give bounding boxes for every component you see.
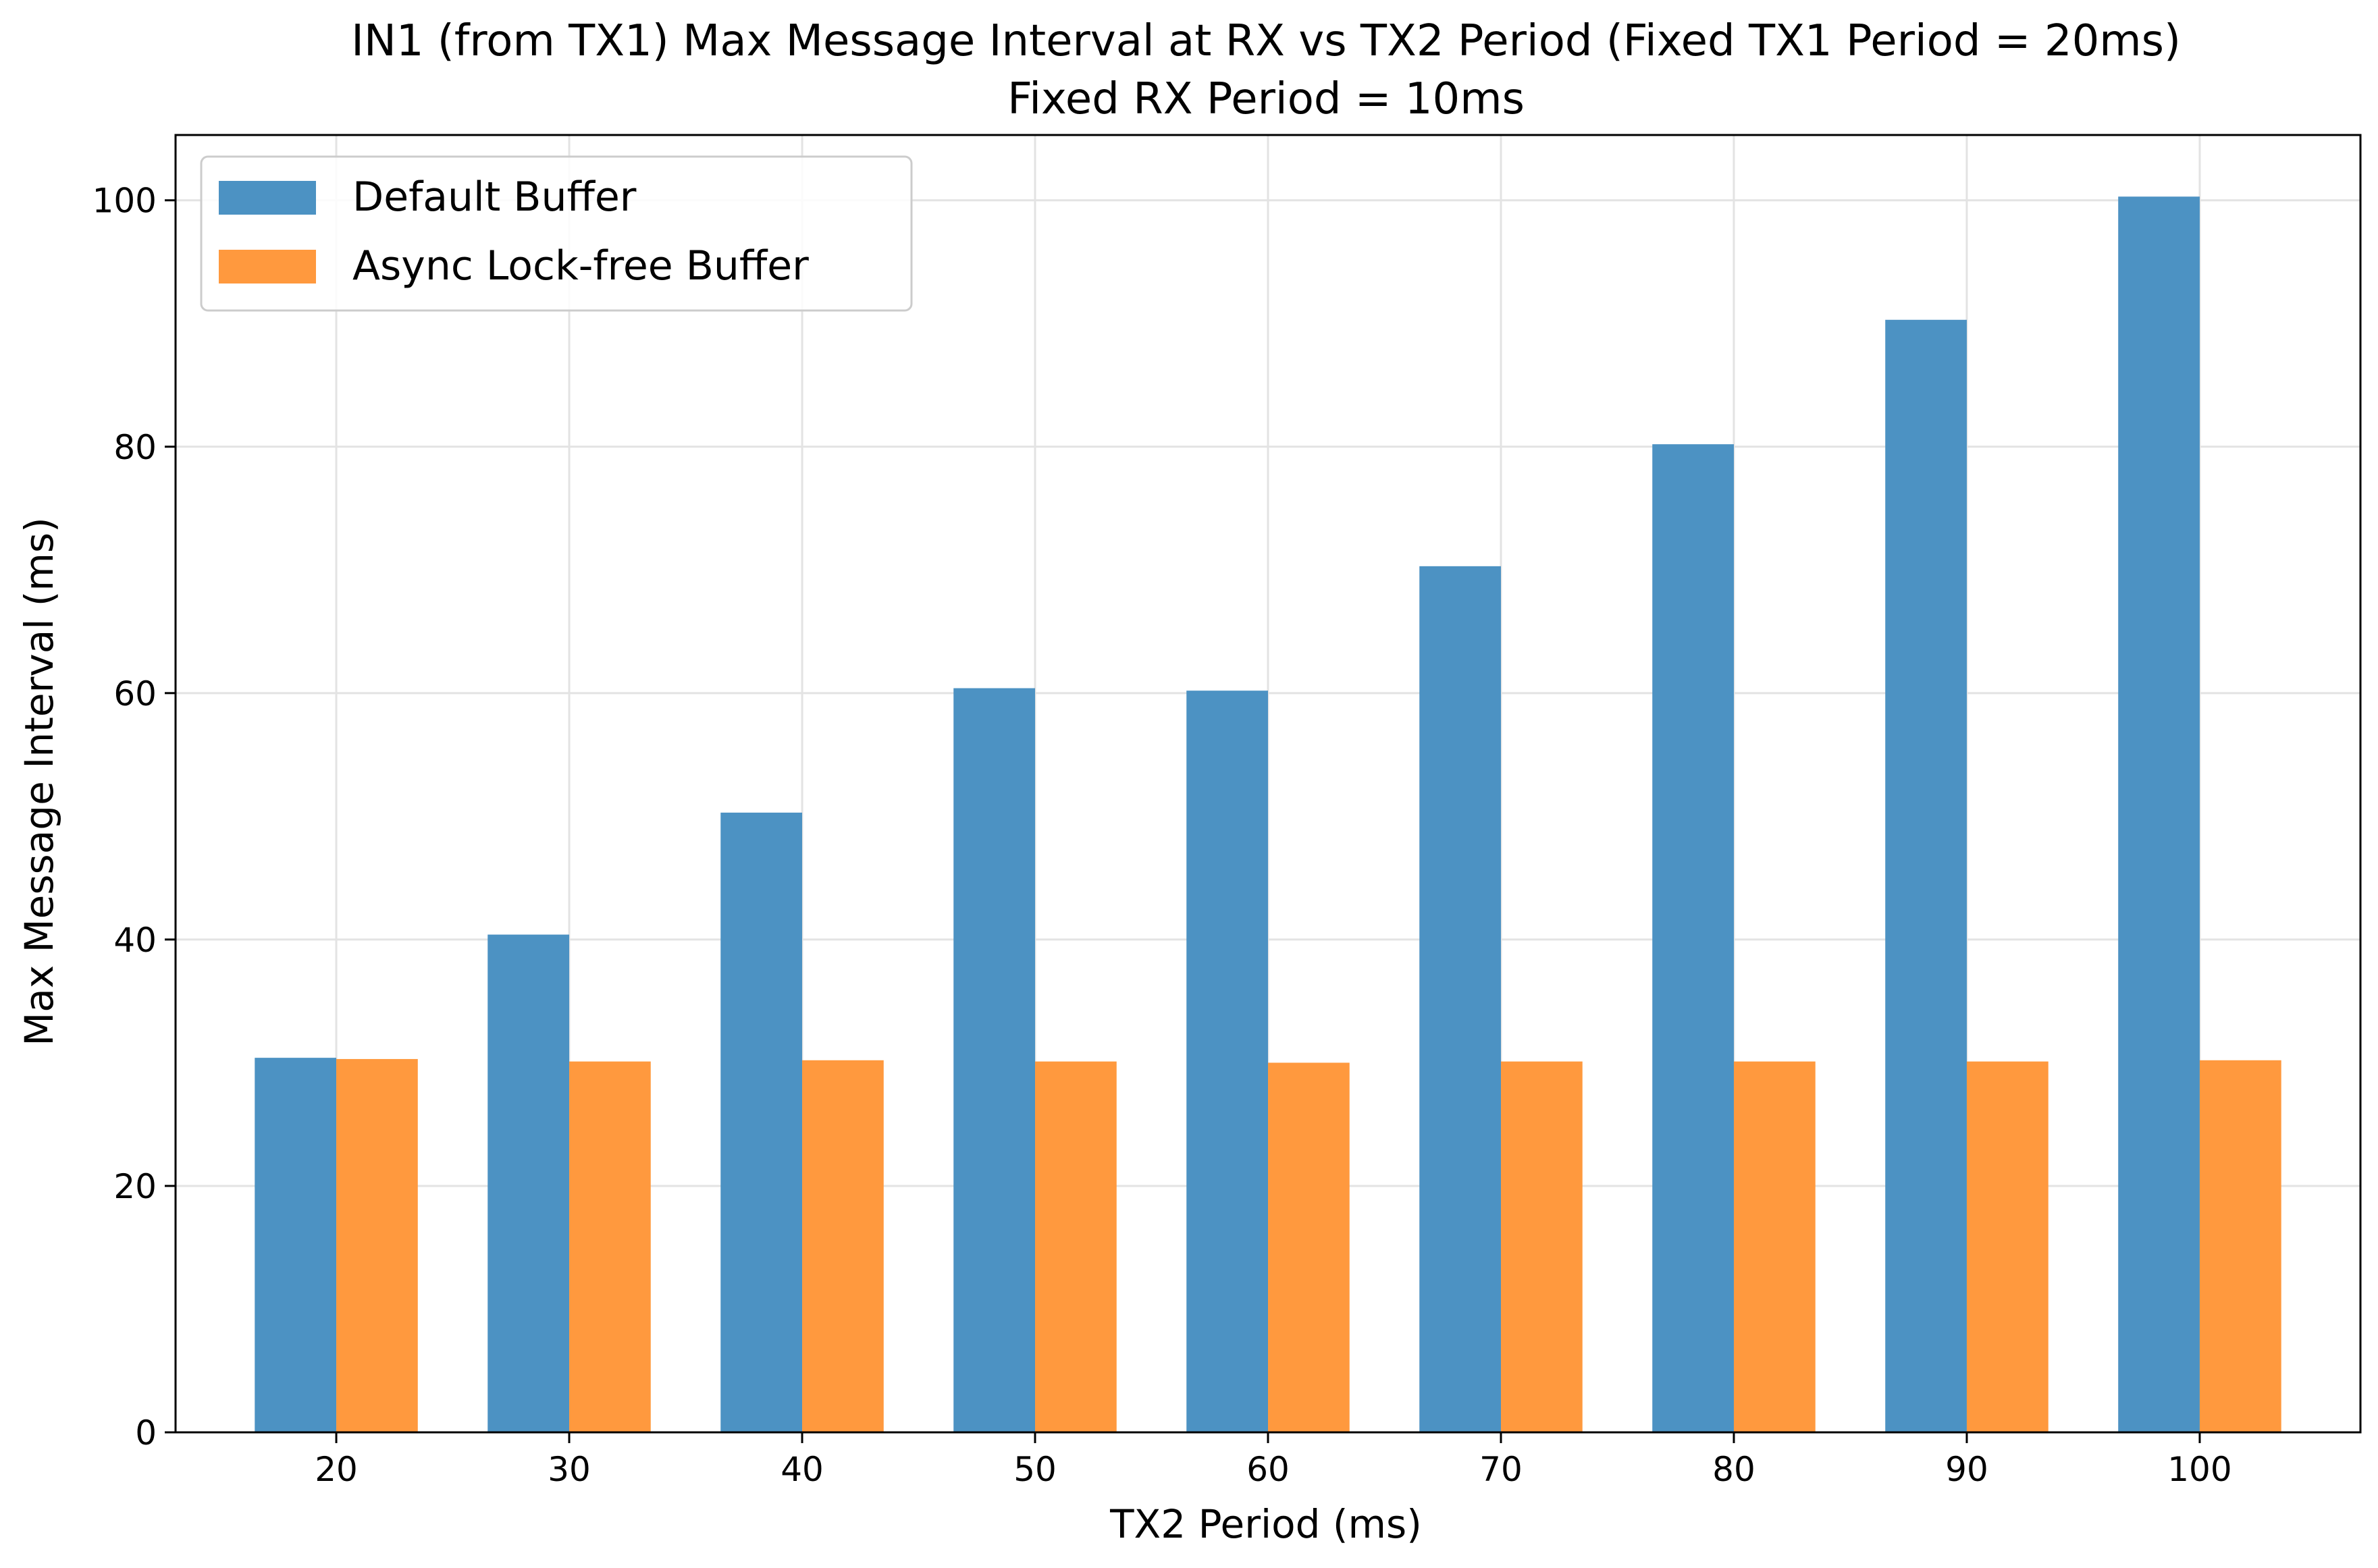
y-tick-label: 40: [113, 921, 157, 960]
bar-default-buffer: [1885, 319, 1967, 1432]
bar-async-lockfree-buffer: [802, 1060, 884, 1432]
x-tick-label: 50: [1013, 1450, 1057, 1489]
x-tick-label: 20: [315, 1450, 358, 1489]
legend-frame: [200, 155, 913, 312]
bar-default-buffer: [1419, 566, 1501, 1432]
y-axis-label: Max Message Interval (ms): [16, 517, 62, 1046]
bar-default-buffer: [2118, 196, 2200, 1432]
y-tick-label: 20: [113, 1167, 157, 1206]
x-axis-label: TX2 Period (ms): [1109, 1501, 1422, 1547]
x-tick-label: 90: [1945, 1450, 1988, 1489]
bar-default-buffer: [720, 812, 803, 1432]
bar-async-lockfree-buffer: [2199, 1060, 2281, 1432]
x-axis-ticks: 20 30 40 50 60 70 80 90 100: [315, 1432, 2232, 1489]
y-axis-ticks: 0 20 40 60 80 100: [93, 182, 176, 1453]
chart-title: IN1 (from TX1) Max Message Interval at R…: [351, 16, 2181, 66]
legend-swatch-default-buffer: [219, 181, 316, 215]
legend-label-async-lockfree-buffer: Async Lock-free Buffer: [352, 242, 809, 290]
x-tick-label: 100: [2167, 1450, 2231, 1489]
legend-label-default-buffer: Default Buffer: [352, 173, 637, 221]
y-tick-label: 0: [135, 1413, 157, 1453]
x-tick-label: 70: [1479, 1450, 1523, 1489]
x-tick-label: 30: [548, 1450, 591, 1489]
bar-async-lockfree-buffer: [1268, 1062, 1350, 1432]
bar-async-lockfree-buffer: [336, 1058, 418, 1432]
legend-swatch-async-lockfree-buffer: [219, 250, 316, 283]
bar-default-buffer: [487, 934, 570, 1432]
bars: [255, 196, 2281, 1432]
bar-async-lockfree-buffer: [1966, 1061, 2049, 1432]
bar-async-lockfree-buffer: [569, 1061, 651, 1432]
y-tick-label: 60: [113, 674, 157, 713]
chart-subtitle: Fixed RX Period = 10ms: [1007, 74, 1525, 124]
x-tick-label: 40: [781, 1450, 824, 1489]
y-tick-label: 80: [113, 428, 157, 467]
y-tick-label: 100: [93, 182, 157, 221]
bar-default-buffer: [1186, 691, 1268, 1432]
bar-async-lockfree-buffer: [1733, 1061, 1816, 1432]
x-tick-label: 80: [1712, 1450, 1755, 1489]
bar-default-buffer: [1652, 444, 1734, 1432]
legend: Default Buffer Async Lock-free Buffer: [200, 155, 913, 312]
bar-default-buffer: [953, 688, 1036, 1432]
bar-async-lockfree-buffer: [1035, 1061, 1117, 1432]
x-tick-label: 60: [1246, 1450, 1290, 1489]
bar-default-buffer: [255, 1058, 337, 1432]
bar-async-lockfree-buffer: [1500, 1061, 1583, 1432]
